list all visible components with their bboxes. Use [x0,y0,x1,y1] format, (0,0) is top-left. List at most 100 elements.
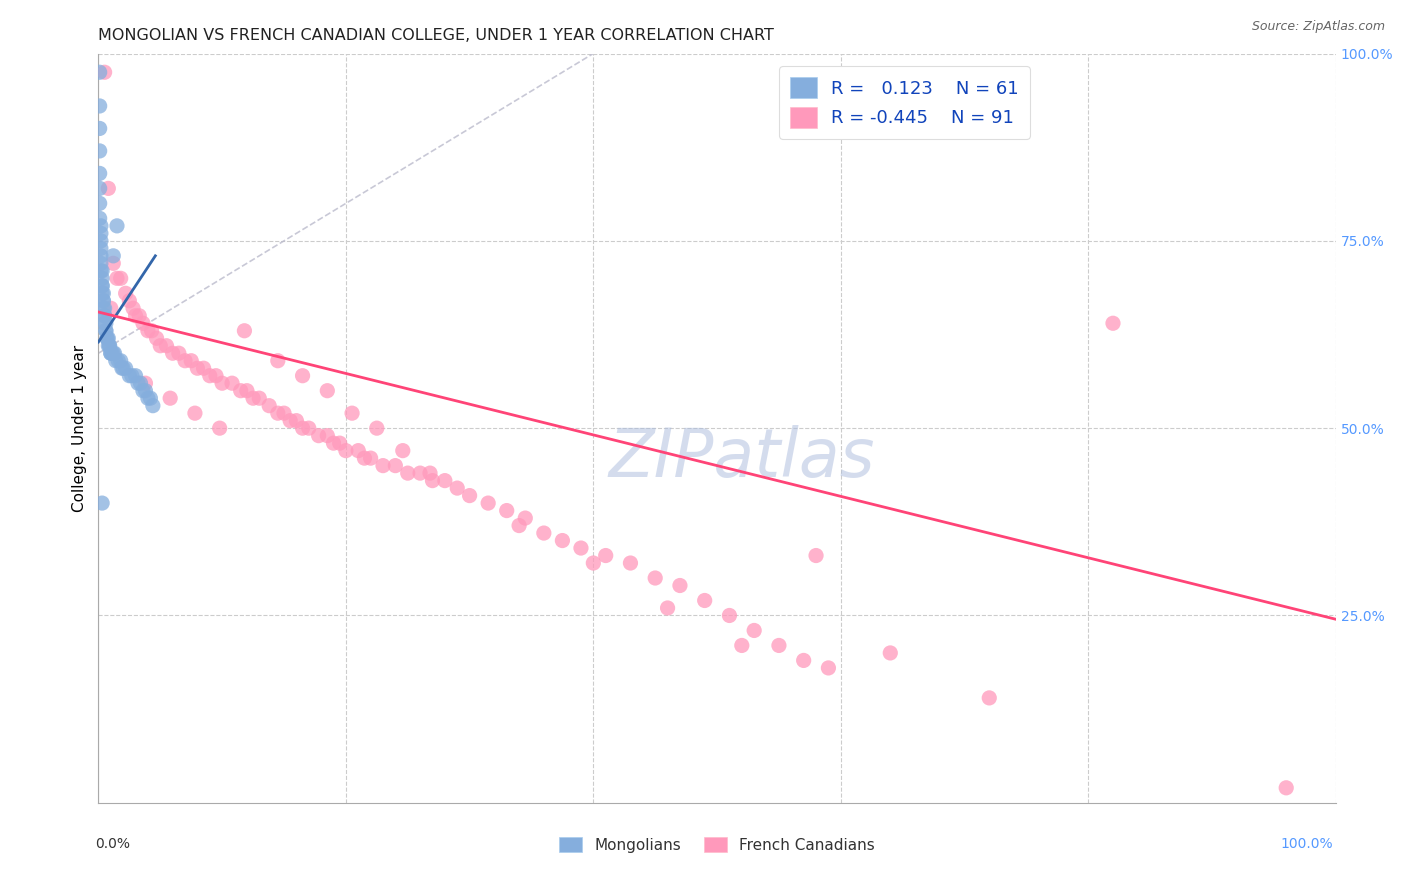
Point [90,219,112,233]
Point [419,466,441,480]
Point [322,436,344,450]
Point [233,324,256,338]
Point [273,406,295,420]
Point [90,227,112,241]
Point [533,526,555,541]
Point [91,278,114,293]
Point [124,309,146,323]
Point [134,384,156,398]
Point [366,421,388,435]
Point [208,421,231,435]
Point [267,353,290,368]
Point [329,436,352,450]
Point [105,219,128,233]
Point [93,309,115,323]
Point [114,361,136,376]
Point [89,144,111,158]
Point [97,181,120,195]
Point [718,608,741,623]
Point [298,421,321,435]
Point [551,533,574,548]
Point [669,578,692,592]
Point [91,278,114,293]
Y-axis label: College, Under 1 year: College, Under 1 year [72,344,87,512]
Point [353,451,375,466]
Point [122,301,145,316]
Text: ZIPatlas: ZIPatlas [609,425,875,491]
Point [127,376,149,391]
Point [458,489,481,503]
Point [205,368,228,383]
Point [340,406,363,420]
Point [267,406,290,420]
Point [1102,316,1125,330]
Text: Source: ZipAtlas.com: Source: ZipAtlas.com [1251,20,1385,33]
Point [879,646,901,660]
Point [93,301,115,316]
Point [335,443,357,458]
Point [100,346,122,360]
Point [89,99,111,113]
Point [110,271,132,285]
Point [107,353,129,368]
Point [247,391,270,405]
Point [90,256,112,270]
Point [112,361,135,376]
Point [582,556,605,570]
Point [90,249,112,263]
Point [93,301,115,316]
Point [477,496,499,510]
Point [93,309,115,323]
Point [89,166,111,180]
Point [193,361,215,376]
Point [114,286,136,301]
Point [134,376,156,391]
Point [979,690,1001,705]
Point [110,353,132,368]
Point [159,391,181,405]
Point [155,339,177,353]
Text: 0.0%: 0.0% [96,837,131,851]
Point [98,339,121,353]
Point [391,443,413,458]
Point [371,458,394,473]
Point [360,451,382,466]
Point [657,601,679,615]
Point [291,421,314,435]
Point [104,353,127,368]
Point [111,361,134,376]
Point [118,368,141,383]
Point [103,256,125,270]
Point [90,241,112,255]
Point [619,556,641,570]
Point [186,361,208,376]
Point [145,331,167,345]
Point [139,391,162,405]
Point [257,399,280,413]
Point [93,65,115,79]
Point [89,121,111,136]
Point [121,368,143,383]
Text: 100.0%: 100.0% [1281,837,1333,851]
Point [569,541,592,555]
Point [103,346,125,360]
Point [446,481,468,495]
Point [221,376,243,391]
Point [103,249,125,263]
Point [167,346,190,360]
Point [94,324,117,338]
Point [495,503,517,517]
Point [96,331,118,345]
Point [93,293,115,308]
Point [742,624,765,638]
Point [89,65,111,79]
Point [90,234,112,248]
Point [693,593,716,607]
Point [91,286,114,301]
Point [347,443,370,458]
Point [595,549,617,563]
Point [141,324,163,338]
Point [98,339,121,353]
Point [198,368,221,383]
Point [103,346,125,360]
